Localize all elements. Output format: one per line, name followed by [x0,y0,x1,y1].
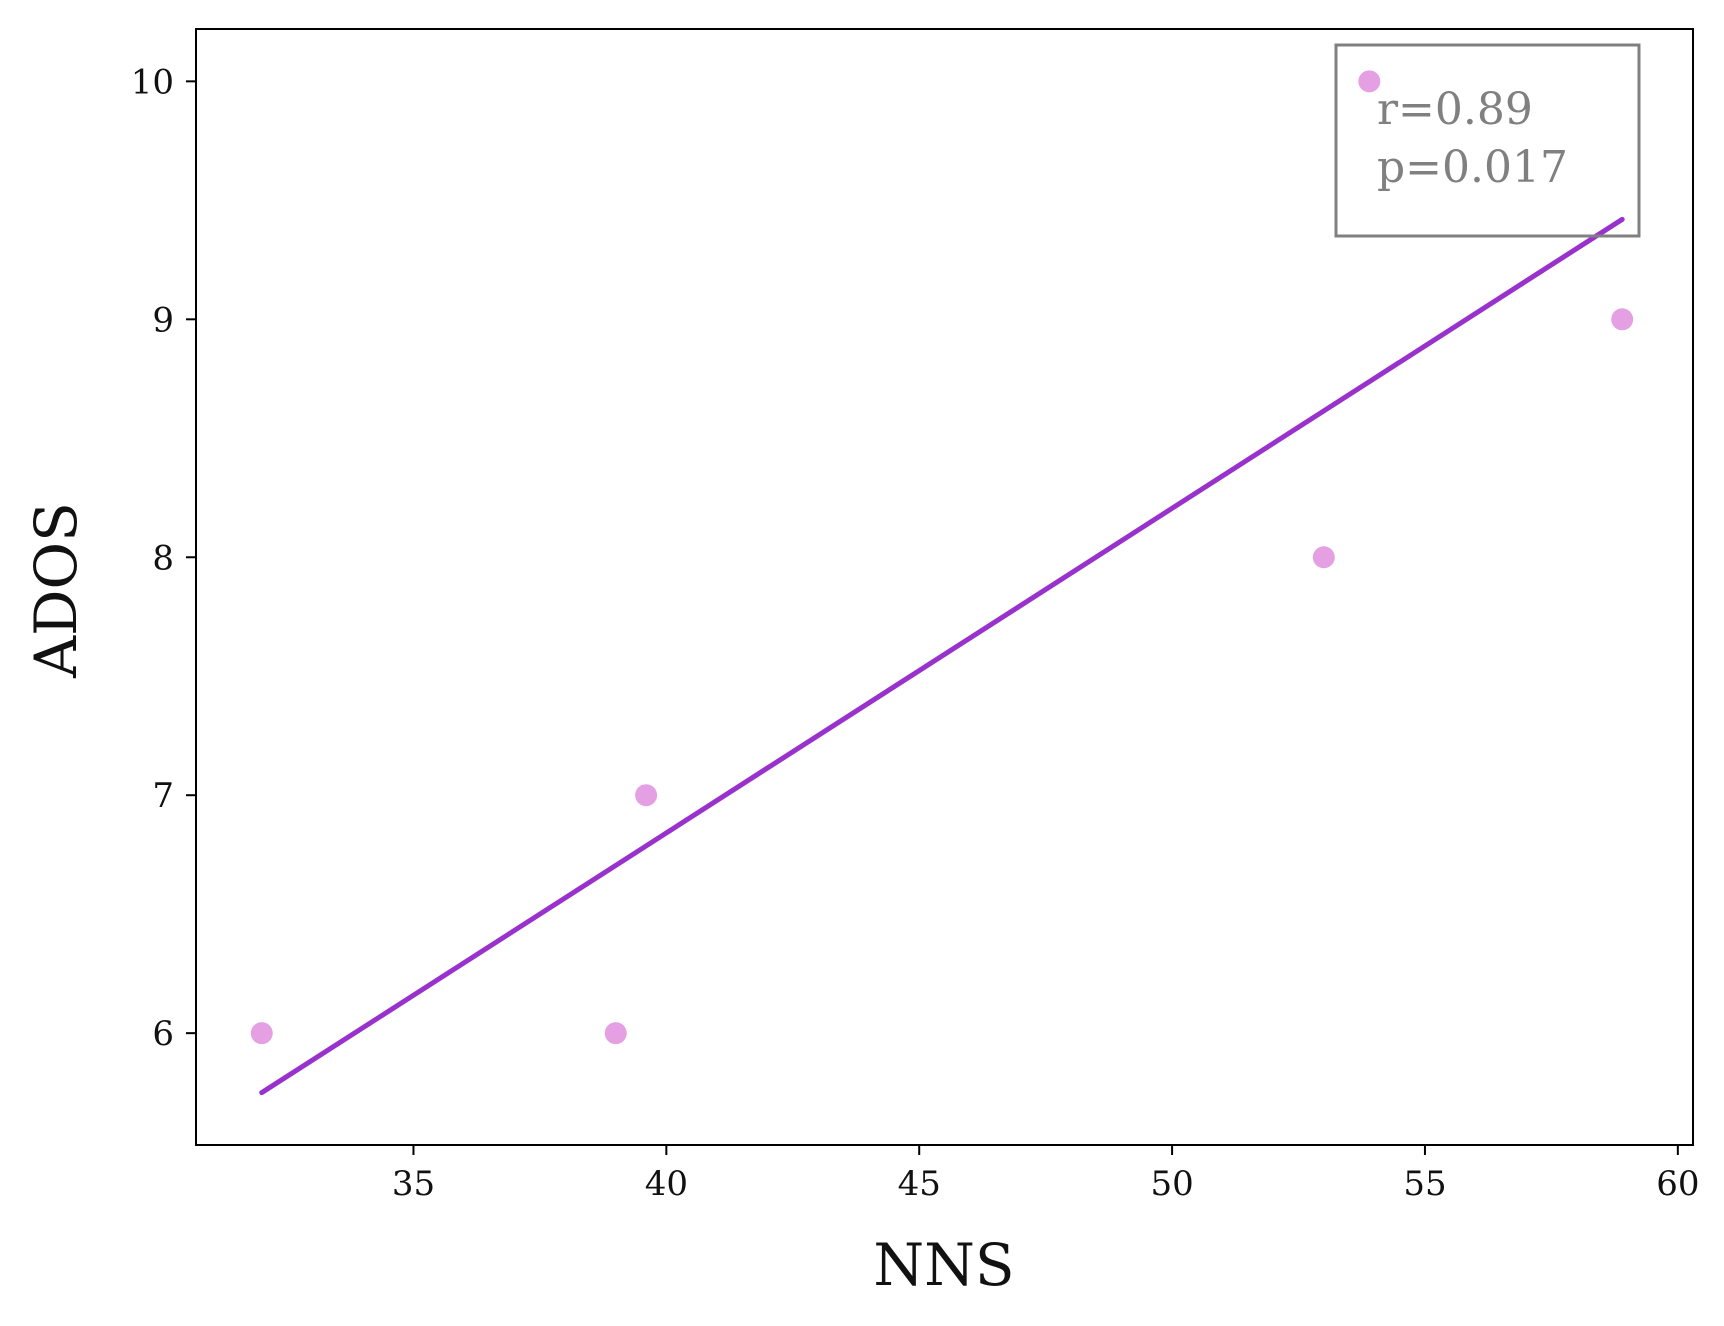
data-point [1312,546,1335,569]
data-point [604,1022,627,1045]
x-tick-label: 55 [1403,1164,1446,1204]
points-layer [250,70,1634,1045]
annotation-frame [1334,43,1641,238]
y-tick-label: 6 [152,1014,174,1054]
annotation-p-value: p=0.017 [1377,142,1568,193]
y-tick-label: 9 [152,300,174,340]
plot-frame [195,28,1694,1146]
trendline-layer [259,216,1625,1096]
x-tick-label: 35 [392,1164,435,1204]
y-tick-label: 10 [131,62,174,102]
y-tick-label: 7 [152,776,174,816]
data-point [250,1022,273,1045]
trend-line [259,216,1625,1096]
annotation-box: r=0.89 p=0.017 [1334,43,1641,238]
data-point [1611,308,1634,331]
y-tick-label: 8 [152,538,174,578]
x-tick-label: 45 [898,1164,941,1204]
y-axis-label: ADOS [22,502,90,679]
data-point [635,784,658,807]
x-tick-label: 60 [1656,1164,1699,1204]
x-tick-label: 50 [1150,1164,1193,1204]
data-point [1358,70,1381,93]
x-axis-label: NNS [873,1231,1014,1299]
x-tick-label: 40 [645,1164,688,1204]
ticks-layer: 35 40 45 50 55 60 6 7 8 9 10 [131,62,1700,1204]
annotation-r-value: r=0.89 [1377,84,1533,135]
